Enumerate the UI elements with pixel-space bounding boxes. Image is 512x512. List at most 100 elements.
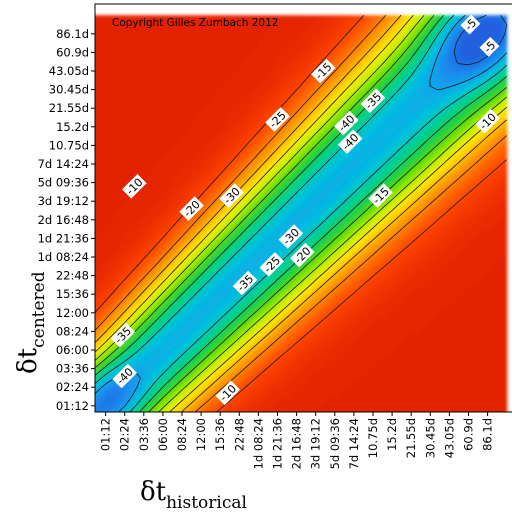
heatmap-cell [186,377,193,384]
heatmap-cell [143,80,150,86]
heatmap-cell [167,359,174,365]
heatmap-cell [110,247,116,253]
heatmap-cell [172,317,178,323]
heatmap-cell [186,29,193,35]
heatmap-cell [110,94,116,100]
heatmap-cell [167,187,174,193]
heatmap-cell [296,350,302,356]
heatmap-cell [139,233,145,239]
heatmap-cell [100,377,107,384]
heatmap-cell [325,94,331,100]
heatmap-cell [143,243,150,249]
heatmap-cell [172,303,178,309]
heatmap-cell [143,150,150,156]
heatmap-cell [229,94,236,100]
heatmap-cell [315,387,322,393]
heatmap-cell [162,354,169,360]
heatmap-cell [244,331,250,337]
heatmap-cell [143,38,150,44]
heatmap-cell [330,243,336,249]
heatmap-cell [153,405,159,412]
heatmap-cell [263,373,269,379]
heatmap-cell [95,159,97,165]
heatmap-cell [153,289,159,295]
heatmap-cell [186,131,193,137]
heatmap-cell [224,219,231,226]
heatmap-cell [148,89,154,95]
heatmap-cell [177,405,183,412]
heatmap-cell [177,168,183,174]
heatmap-cell [277,187,283,193]
heatmap-cell [186,71,193,77]
heatmap-cell [253,210,260,216]
heatmap-cell [358,294,365,300]
heatmap-cell [267,298,274,305]
heatmap-cell [129,98,135,105]
heatmap-cell [129,84,135,91]
heatmap-cell [100,396,107,402]
heatmap-cell [306,154,312,160]
heatmap-cell [320,122,326,128]
heatmap-cell [186,117,193,123]
heatmap-cell [139,289,145,295]
heatmap-cell [315,98,322,105]
heatmap-cell [162,387,169,393]
heatmap-cell [196,354,202,360]
heatmap-cell [301,159,307,165]
heatmap-cell [339,238,345,244]
heatmap-cell [334,38,341,44]
heatmap-cell [210,401,217,407]
heatmap-cell [196,177,202,184]
heatmap-cell [119,312,126,319]
heatmap-cell [310,177,317,184]
heatmap-cell [349,284,355,291]
heatmap-cell [315,61,322,67]
heatmap-cell [349,345,355,351]
heatmap-cell [296,38,302,44]
heatmap-cell [95,24,97,30]
heatmap-cell [301,331,307,337]
heatmap-cell [224,303,231,309]
heatmap-cell [224,350,231,356]
heatmap-cell [191,122,197,128]
heatmap-cell [134,94,140,100]
heatmap-cell [124,57,131,63]
heatmap-cell [105,80,111,86]
heatmap-cell [134,373,140,379]
heatmap-cell [129,280,135,286]
heatmap-cell [229,261,236,267]
heatmap-cell [287,136,293,142]
heatmap-cell [287,331,293,337]
heatmap-cell [320,387,326,393]
heatmap-cell [248,52,255,58]
heatmap-cell [191,164,197,170]
heatmap-cell [210,243,217,249]
heatmap-cell [139,284,145,291]
heatmap-cell [301,280,307,286]
heatmap-cell [334,215,341,221]
heatmap-cell [196,196,202,202]
heatmap-cell [177,57,183,63]
heatmap-cell [148,317,154,323]
heatmap-cell [105,233,111,239]
heatmap-cell [301,94,307,100]
heatmap-cell [201,57,207,63]
heatmap-cell [182,317,188,323]
heatmap-cell [177,270,183,277]
heatmap-cell [186,196,193,202]
heatmap-cell [119,284,126,291]
heatmap-cell [119,173,126,179]
heatmap-cell [205,173,212,179]
heatmap-cell [210,303,217,309]
heatmap-cell [110,405,116,412]
heatmap-cell [301,201,307,207]
heatmap-cell [244,150,250,156]
heatmap-cell [158,284,164,291]
heatmap-cell [119,345,126,351]
heatmap-cell [339,289,345,295]
heatmap-cell [287,187,293,193]
heatmap-cell [287,61,293,67]
heatmap-cell [105,47,111,53]
heatmap-cell [334,52,341,58]
heatmap-cell [267,140,274,146]
